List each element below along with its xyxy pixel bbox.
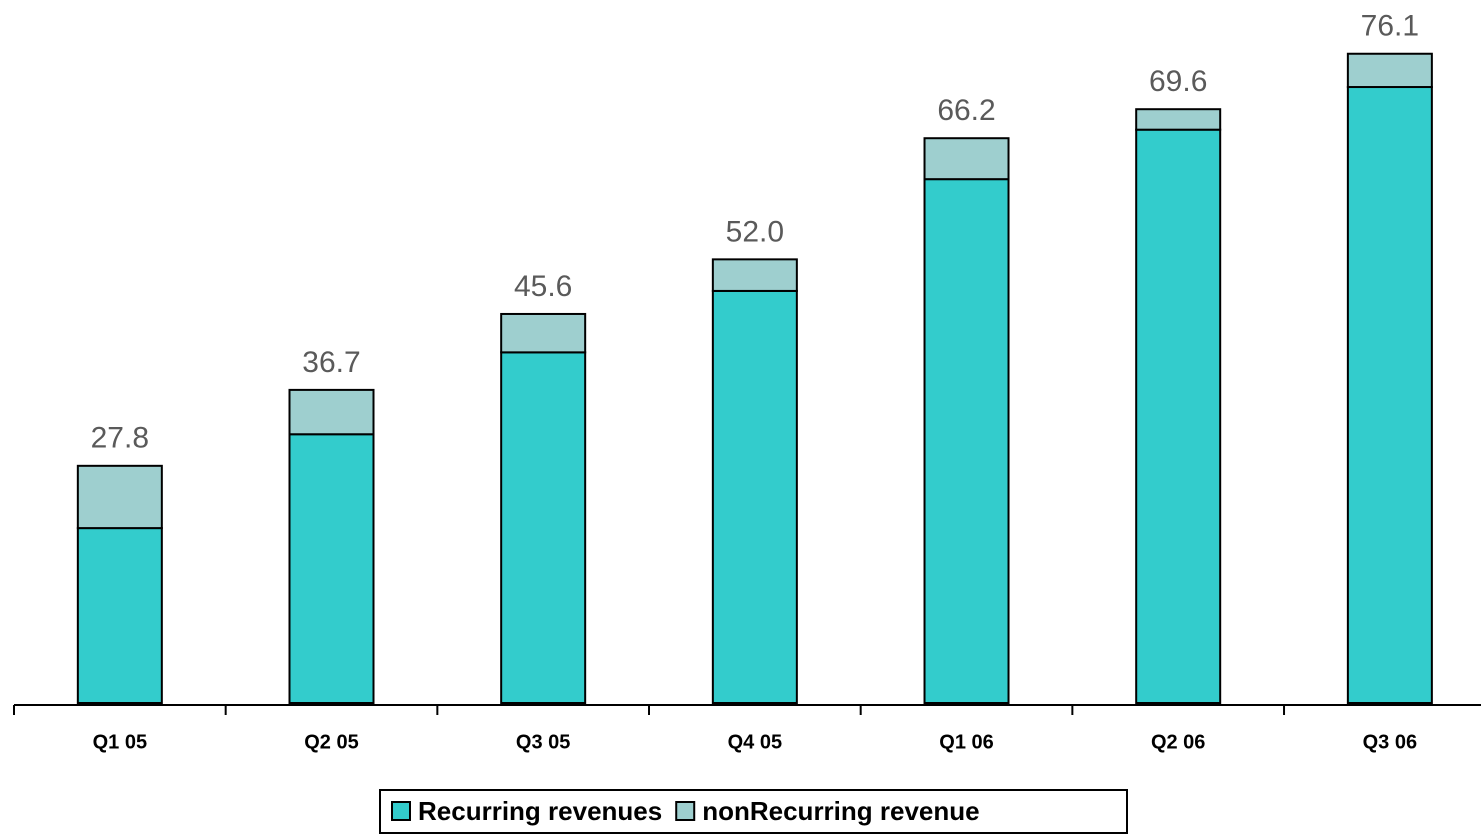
bar-segment bbox=[923, 137, 1010, 181]
legend-swatch bbox=[391, 801, 411, 821]
bar-segment bbox=[1346, 52, 1433, 89]
total-label: 76.1 bbox=[1361, 10, 1419, 43]
total-label: 69.6 bbox=[1149, 65, 1207, 98]
legend-box bbox=[379, 789, 1128, 834]
bar-segment bbox=[1135, 108, 1222, 131]
bar-segment bbox=[288, 388, 375, 436]
legend-swatch bbox=[675, 801, 696, 821]
bar-segment bbox=[76, 464, 163, 530]
x-tick-label: Q3 06 bbox=[1363, 731, 1417, 753]
bar-segment bbox=[1135, 128, 1222, 704]
bar-segment bbox=[500, 351, 587, 704]
total-label: 27.8 bbox=[91, 422, 149, 455]
bar-segment bbox=[923, 178, 1010, 705]
bar-segment bbox=[288, 433, 375, 704]
x-tick-label: Q4 05 bbox=[728, 731, 782, 753]
legend-label: nonRecurring revenue bbox=[702, 796, 979, 826]
total-label: 52.0 bbox=[726, 215, 784, 248]
bar-segment bbox=[711, 258, 798, 292]
legend-label: Recurring revenues bbox=[418, 796, 662, 826]
total-label: 36.7 bbox=[302, 346, 360, 379]
x-tick-label: Q1 05 bbox=[93, 731, 147, 753]
bar-segment bbox=[1346, 86, 1433, 704]
total-label: 66.2 bbox=[937, 94, 995, 127]
bar-segment bbox=[76, 527, 163, 704]
x-tick-label: Q2 06 bbox=[1151, 731, 1205, 753]
x-tick-label: Q1 06 bbox=[939, 731, 993, 753]
x-tick-label: Q3 05 bbox=[516, 731, 570, 753]
bar-segment bbox=[500, 312, 587, 354]
x-tick-label: Q2 05 bbox=[304, 731, 358, 753]
total-label: 45.6 bbox=[514, 270, 572, 303]
bar-segment bbox=[711, 289, 798, 704]
